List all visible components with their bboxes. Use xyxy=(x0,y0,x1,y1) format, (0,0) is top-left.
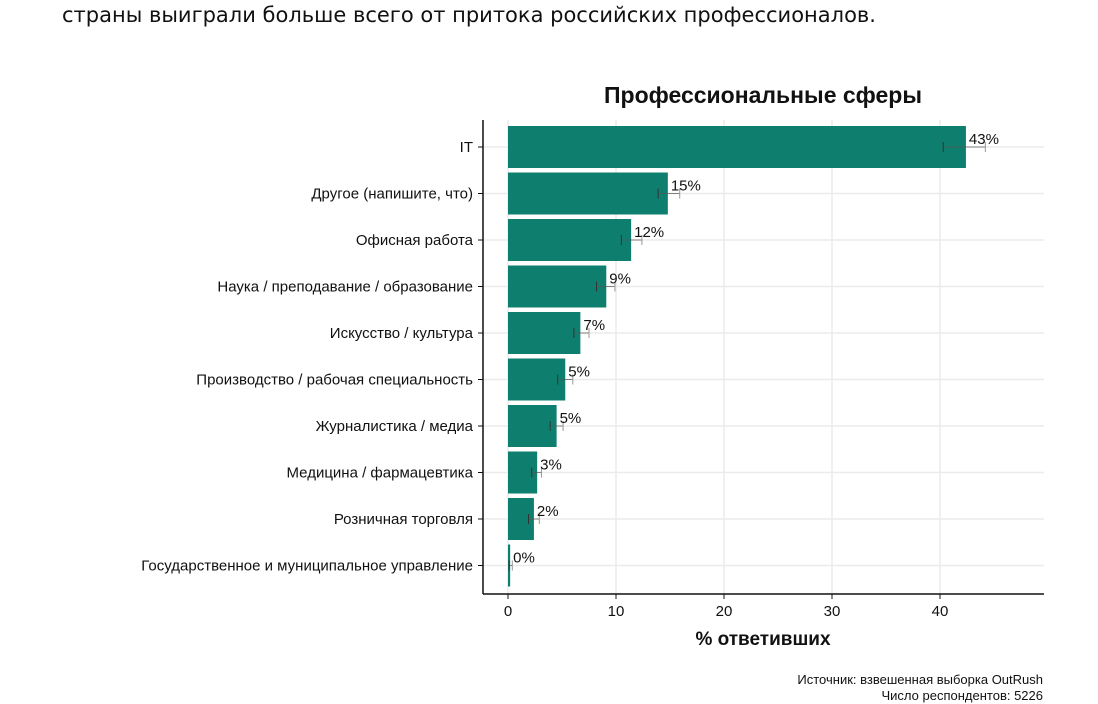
data-label: 7% xyxy=(583,317,605,334)
y-tick-label: Искусство / культура xyxy=(330,325,474,342)
data-label: 5% xyxy=(560,410,582,427)
y-tick-label: Производство / рабочая специальность xyxy=(196,372,473,389)
bar xyxy=(508,126,966,168)
x-tick-label: 30 xyxy=(824,603,841,620)
x-tick-label: 40 xyxy=(932,603,949,620)
data-label: 12% xyxy=(634,224,664,241)
data-label: 15% xyxy=(671,178,701,195)
y-tick-label: IT xyxy=(460,139,473,156)
respondents-count: Число респондентов: 5226 xyxy=(881,688,1044,703)
y-tick-label: Медицина / фармацевтика xyxy=(287,465,474,482)
bar xyxy=(508,265,607,308)
data-label: 43% xyxy=(969,131,999,148)
data-label: 9% xyxy=(609,271,631,288)
bar xyxy=(508,358,566,401)
chart-title: Профессиональные сферы xyxy=(604,82,922,108)
bar xyxy=(508,405,557,447)
y-tick-label: Другое (напишите, что) xyxy=(311,186,473,203)
source-text: Источник: взвешенная выборка OutRush xyxy=(797,672,1043,687)
y-tick-label: Офисная работа xyxy=(356,232,474,249)
data-label: 3% xyxy=(540,457,562,474)
x-axis-title: % ответивших xyxy=(695,629,831,650)
intro-text: страны выиграли больше всего от притока … xyxy=(62,3,876,27)
data-label: 5% xyxy=(568,364,590,381)
bar xyxy=(508,312,581,354)
bar xyxy=(508,219,632,261)
x-tick-label: 20 xyxy=(716,603,733,620)
data-label: 0% xyxy=(513,550,535,567)
y-tick-label: Государственное и муниципальное управлен… xyxy=(141,558,473,575)
x-tick-label: 0 xyxy=(504,603,512,620)
x-tick-label: 10 xyxy=(608,603,625,620)
y-tick-label: Журналистика / медиа xyxy=(316,418,474,435)
data-label: 2% xyxy=(537,503,559,520)
bar xyxy=(508,172,668,215)
y-tick-label: Розничная торговля xyxy=(334,511,473,528)
y-tick-label: Наука / преподавание / образование xyxy=(217,279,473,296)
